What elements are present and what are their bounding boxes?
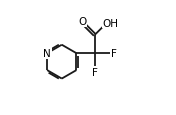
Text: N: N [43,49,51,59]
Text: OH: OH [102,18,118,28]
Text: F: F [92,68,98,77]
Text: O: O [78,17,86,27]
Text: F: F [111,49,117,59]
